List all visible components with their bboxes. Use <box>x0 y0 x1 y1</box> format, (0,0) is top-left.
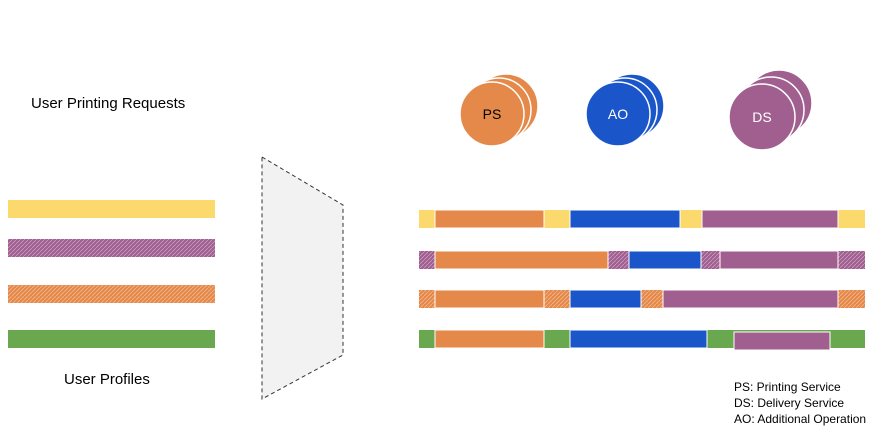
ds-circle-label: DS <box>752 109 771 125</box>
schedule-row-2 <box>419 250 865 270</box>
row3-ps-segment <box>434 289 545 309</box>
ds-service-stack: DS <box>728 69 813 151</box>
row1-ao-segment <box>569 209 681 229</box>
row3-ao-segment <box>569 289 642 309</box>
schedule-row-3 <box>419 289 865 309</box>
row4-ps-segment <box>434 329 545 349</box>
request-bar-purple <box>8 239 215 257</box>
row1-ps-segment <box>434 209 545 229</box>
request-bar-yellow <box>8 200 215 218</box>
ps-service-stack: PS <box>459 73 539 147</box>
schedule-row-1 <box>419 209 865 229</box>
legend-item-ds: DS: Delivery Service <box>734 396 845 410</box>
ps-circle-label: PS <box>483 106 502 122</box>
profile-bar-orange <box>8 285 215 303</box>
profile-bar-green <box>8 330 215 348</box>
processing-funnel <box>261 156 344 400</box>
user-profiles-label: User Profiles <box>64 371 150 388</box>
row2-ps-segment <box>434 250 609 270</box>
ao-circle-label: AO <box>608 106 628 122</box>
schedule-row-4 <box>419 329 865 351</box>
legend: PS: Printing Service DS: Delivery Servic… <box>734 379 866 427</box>
legend-item-ps: PS: Printing Service <box>734 380 841 394</box>
row4-ds-segment <box>733 331 831 351</box>
row2-ds-segment <box>719 250 839 270</box>
ao-service-stack: AO <box>585 73 665 147</box>
row1-ds-segment <box>701 209 839 229</box>
row4-ao-segment <box>569 329 708 349</box>
legend-item-ao: AO: Additional Operation <box>734 412 867 426</box>
user-printing-requests-label: User Printing Requests <box>31 95 186 112</box>
row2-ao-segment <box>628 250 702 270</box>
row3-ds-segment <box>662 289 839 309</box>
